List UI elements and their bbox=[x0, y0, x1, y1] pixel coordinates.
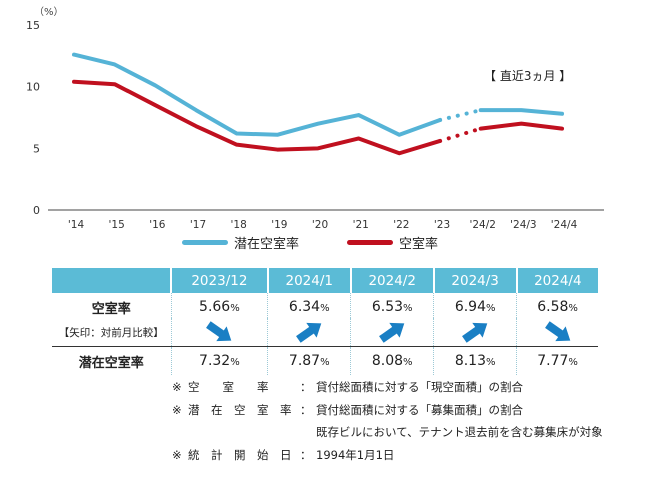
stats-table: 2023/12 2024/1 2024/2 2024/3 2024/4 空室率 … bbox=[52, 268, 598, 375]
legend-item-vacancy: 空室率 bbox=[347, 233, 438, 252]
latent-value: 7.77% bbox=[516, 346, 598, 375]
note-mark: ※ bbox=[172, 380, 182, 394]
note-text: 貸付総面積に対する「募集面積」の割合 bbox=[316, 402, 523, 417]
legend: 潜在空室率 空室率 bbox=[182, 233, 438, 252]
note-colon: ： bbox=[300, 380, 312, 394]
y-tick-label: 0 bbox=[33, 204, 40, 217]
trend-arrow-icon bbox=[350, 318, 434, 347]
note-key: 統 計 開 始 日 bbox=[188, 447, 292, 462]
vacancy-value: 6.94% bbox=[433, 293, 517, 318]
note-key bbox=[188, 421, 300, 444]
month-header: 2024/2 bbox=[349, 268, 434, 293]
y-tick-label: 10 bbox=[26, 81, 40, 94]
month-header: 2024/4 bbox=[515, 268, 598, 293]
vacancy-value: 5.66% bbox=[170, 293, 268, 318]
x-tick-label: '20 bbox=[312, 219, 328, 231]
arrow-row-label: 【矢印：対前月比較】 bbox=[58, 326, 164, 339]
note-text: 既存ビルにおいて、テナント退去前を含む募集床が対象 bbox=[316, 425, 603, 439]
footnote: ※ 空 室 率 ： 貸付総面積に対する「現空面積」の割合 bbox=[172, 376, 603, 399]
trend-arrow-icon bbox=[170, 318, 268, 347]
x-tick-label: '24/3 bbox=[510, 219, 536, 231]
note-mark: ※ bbox=[172, 447, 182, 462]
arrow-row: 【矢印：対前月比較】 bbox=[52, 318, 598, 347]
footnote: ※ 統 計 開 始 日 ： 1994年1月1日 bbox=[172, 444, 603, 467]
series-line-latent-solid-a bbox=[72, 52, 443, 137]
series-lines bbox=[72, 52, 565, 156]
legend-label-vacancy: 空室率 bbox=[399, 237, 439, 252]
vacancy-row: 空室率 5.66% 6.34% 6.53% 6.94% 6.58% bbox=[52, 293, 598, 318]
series-line-latent-dotted bbox=[438, 108, 483, 122]
note-colon bbox=[300, 421, 316, 444]
table-corner bbox=[52, 268, 171, 293]
vacancy-value: 6.58% bbox=[516, 293, 598, 318]
y-tick-labels: 0 5 10 15 bbox=[26, 19, 40, 217]
vacancy-value: 6.53% bbox=[350, 293, 434, 318]
trend-arrow-icon bbox=[267, 318, 351, 347]
note-colon: ： bbox=[300, 402, 312, 417]
footnotes: ※ 空 室 率 ： 貸付総面積に対する「現空面積」の割合 ※ 潜 在 空 室 率… bbox=[172, 376, 603, 466]
trend-arrow-icon bbox=[516, 318, 598, 347]
x-tick-label: '16 bbox=[149, 219, 166, 231]
x-tick-label: '15 bbox=[109, 219, 125, 231]
month-header: 2024/3 bbox=[432, 268, 517, 293]
legend-swatch-vacancy bbox=[347, 240, 394, 245]
y-tick-label: 15 bbox=[26, 19, 40, 32]
table-header-row: 2023/12 2024/1 2024/2 2024/3 2024/4 bbox=[52, 268, 598, 293]
x-tick-label: '18 bbox=[231, 219, 247, 231]
month-header: 2023/12 bbox=[170, 268, 268, 293]
note-key: 潜 在 空 室 率 bbox=[188, 402, 292, 417]
latent-row-label: 潜在空室率 bbox=[52, 346, 171, 375]
x-tick-label: '17 bbox=[190, 219, 206, 231]
series-line-vacancy-solid-a bbox=[72, 79, 443, 156]
month-header: 2024/1 bbox=[266, 268, 351, 293]
x-tick-label: '22 bbox=[393, 219, 409, 231]
legend-item-latent: 潜在空室率 bbox=[182, 233, 299, 252]
recent-3-months-annotation: 【 直近3ヵ月 】 bbox=[484, 69, 571, 83]
vacancy-row-label: 空室率 bbox=[91, 301, 131, 317]
x-tick-label: '23 bbox=[434, 219, 450, 231]
note-mark: ※ bbox=[172, 402, 182, 417]
y-tick-label: 5 bbox=[33, 142, 40, 155]
x-tick-labels: '14 '15 '16 '17 '18 '19 '20 '21 '22 '23 '24/2 '24/3… bbox=[68, 219, 578, 231]
series-line-latent-solid-b bbox=[478, 108, 565, 116]
latent-value: 7.32% bbox=[170, 346, 268, 375]
footnote: 既存ビルにおいて、テナント退去前を含む募集床が対象 bbox=[172, 421, 603, 444]
x-tick-label: '14 bbox=[68, 219, 85, 231]
vacancy-value: 6.34% bbox=[267, 293, 351, 318]
latent-row: 潜在空室率 7.32% 7.87% 8.08% 8.13% 7.77% bbox=[52, 346, 598, 375]
legend-label-latent: 潜在空室率 bbox=[234, 237, 300, 252]
latent-value: 8.13% bbox=[433, 346, 517, 375]
series-line-vacancy-dotted bbox=[438, 126, 483, 143]
x-tick-label: '21 bbox=[353, 219, 369, 231]
x-tick-label: '24/4 bbox=[551, 219, 578, 231]
legend-swatch-latent bbox=[182, 240, 228, 245]
note-colon: ： bbox=[300, 447, 312, 462]
series-line-vacancy-solid-b bbox=[478, 121, 565, 131]
y-unit-label: （%） bbox=[34, 6, 64, 18]
x-tick-label: '19 bbox=[271, 219, 287, 231]
note-mark bbox=[172, 421, 188, 444]
latent-value: 7.87% bbox=[267, 346, 351, 375]
trend-arrow-icon bbox=[433, 318, 517, 347]
note-text: 貸付総面積に対する「現空面積」の割合 bbox=[316, 380, 523, 394]
footnote: ※ 潜 在 空 室 率 ： 貸付総面積に対する「募集面積」の割合 bbox=[172, 399, 603, 422]
note-key: 空 室 率 bbox=[188, 380, 269, 394]
note-text: 1994年1月1日 bbox=[316, 447, 395, 462]
latent-value: 8.08% bbox=[350, 346, 434, 375]
line-chart: （%） 0 5 10 15 '14 '15 '16 '17 '18 '19 '20 '21 '22 '2… bbox=[26, 6, 604, 231]
x-tick-label: '24/2 bbox=[469, 219, 495, 231]
